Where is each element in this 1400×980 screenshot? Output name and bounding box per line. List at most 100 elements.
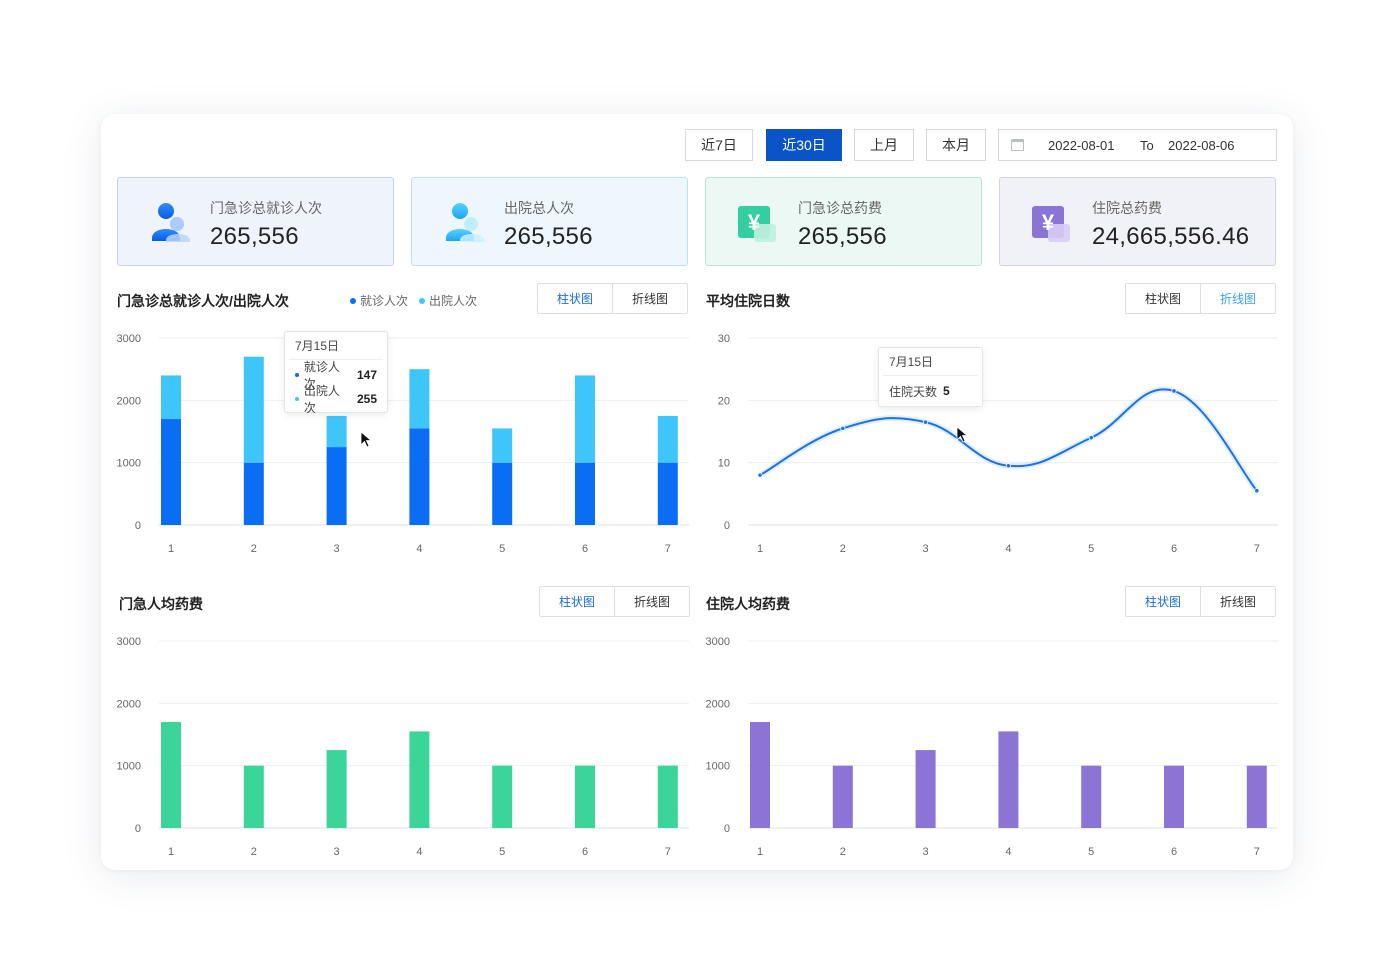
bar-discharges xyxy=(161,375,181,420)
bar-chart-tab[interactable]: 柱状图 xyxy=(1126,587,1201,616)
data-point xyxy=(1005,463,1011,469)
x-tick-label: 6 xyxy=(582,846,588,858)
bar-visits xyxy=(492,462,513,525)
calendar-icon xyxy=(1011,139,1024,151)
bar xyxy=(575,765,595,828)
tooltip-row-stay: 住院天数 5 xyxy=(889,384,950,399)
x-tick-label: 3 xyxy=(923,543,929,555)
legend-visits[interactable]: 就诊人次 xyxy=(350,292,408,309)
stat-outpatient-drug-cost: ¥ 门急诊总药费 265,556 xyxy=(705,177,982,266)
bar xyxy=(832,765,853,828)
bar-chart-tab[interactable]: 柱状图 xyxy=(1126,284,1201,313)
line-chart-tab[interactable]: 折线图 xyxy=(1219,595,1256,609)
visits-chart-title: 门急诊总就诊人次/出院人次 xyxy=(117,293,289,309)
stat-label: 门急诊总就诊人次 xyxy=(210,200,322,216)
x-tick-label: 6 xyxy=(1171,543,1177,555)
bar-chart-tab[interactable]: 柱状图 xyxy=(538,284,613,313)
stat-value: 265,556 xyxy=(798,223,887,250)
bar xyxy=(657,765,678,828)
svg-text:¥: ¥ xyxy=(748,210,761,235)
bar xyxy=(243,765,264,828)
range-last-month-button[interactable]: 上月 xyxy=(854,129,914,161)
bar xyxy=(915,750,936,828)
inpatient-cost-title: 住院人均药费 xyxy=(706,596,790,612)
data-point xyxy=(757,472,763,478)
data-point xyxy=(923,419,929,425)
range-7-days-button[interactable]: 近7日 xyxy=(685,129,753,161)
bar-visits xyxy=(575,462,595,525)
y-tick-label: 1000 xyxy=(117,458,141,470)
dashboard-card: 近7日 近30日 上月 本月 2022-08-01 To 2022-08-06 … xyxy=(101,114,1293,870)
svg-text:¥: ¥ xyxy=(1042,210,1055,235)
bar xyxy=(1081,765,1102,828)
bar-discharges xyxy=(409,369,430,429)
date-end[interactable]: 2022-08-06 xyxy=(1168,137,1235,153)
bar-visits xyxy=(326,447,347,525)
y-tick-label: 3000 xyxy=(117,636,141,648)
y-tick-label: 2000 xyxy=(706,698,730,710)
bar-discharges xyxy=(326,415,347,448)
line-chart-tab[interactable]: 折线图 xyxy=(1219,292,1256,306)
stat-value: 265,556 xyxy=(210,223,299,250)
y-tick-label: 0 xyxy=(724,520,730,532)
stay-chart-title: 平均住院日数 xyxy=(706,293,790,309)
tooltip-date: 7月15日 xyxy=(883,348,978,376)
bar-chart-tab[interactable]: 柱状图 xyxy=(540,587,615,616)
x-tick-label: 4 xyxy=(416,846,422,858)
bar xyxy=(750,722,770,828)
person-icon xyxy=(446,203,484,242)
y-tick-label: 30 xyxy=(718,333,730,345)
outpatient-cost-title: 门急人均药费 xyxy=(119,596,203,612)
bar-visits xyxy=(657,462,678,525)
yuan-icon: ¥ xyxy=(1032,206,1070,242)
tooltip-row-discharges: 出院人次 255 xyxy=(285,384,387,415)
stay-line-chart: 0 10 20 30 1 2 3 4 5 6 7 xyxy=(718,333,1278,555)
outpatient-cost-type-toggle: 柱状图 折线图 xyxy=(539,586,690,617)
yuan-icon: ¥ xyxy=(738,206,776,242)
x-tick-label: 2 xyxy=(840,846,846,858)
bar xyxy=(161,722,181,828)
y-tick-label: 2000 xyxy=(117,395,141,407)
date-start[interactable]: 2022-08-01 xyxy=(1048,137,1115,153)
x-tick-label: 7 xyxy=(665,543,671,555)
range-this-month-button[interactable]: 本月 xyxy=(926,129,986,161)
x-tick-label: 7 xyxy=(1254,543,1260,555)
x-tick-label: 2 xyxy=(251,846,257,858)
x-tick-label: 6 xyxy=(1171,846,1177,858)
x-tick-label: 7 xyxy=(1254,846,1260,858)
range-30-days-button[interactable]: 近30日 xyxy=(766,129,842,161)
x-tick-label: 1 xyxy=(757,846,763,858)
y-tick-label: 2000 xyxy=(117,698,141,710)
visits-bar-chart: 0 1000 2000 3000 1 2 3 4 5 6 7 xyxy=(117,333,689,555)
x-tick-label: 2 xyxy=(251,543,257,555)
data-point xyxy=(1254,488,1260,494)
y-tick-label: 10 xyxy=(718,458,730,470)
stat-value: 265,556 xyxy=(504,223,593,250)
stat-outpatient-visits: 门急诊总就诊人次 265,556 xyxy=(117,177,394,266)
bar-visits xyxy=(243,462,264,525)
x-tick-label: 5 xyxy=(1088,846,1094,858)
stay-tooltip: 7月15日 住院天数 5 xyxy=(878,347,983,407)
bar-visits xyxy=(409,428,430,525)
x-tick-label: 7 xyxy=(665,846,671,858)
x-tick-label: 5 xyxy=(499,846,505,858)
line-chart-tab[interactable]: 折线图 xyxy=(631,292,668,306)
x-tick-label: 3 xyxy=(923,846,929,858)
legend-discharges[interactable]: 出院人次 xyxy=(419,292,477,309)
y-tick-label: 0 xyxy=(135,823,141,835)
person-icon xyxy=(152,203,190,242)
y-tick-label: 0 xyxy=(724,823,730,835)
bar xyxy=(998,731,1019,828)
mouse-cursor-icon xyxy=(360,431,373,448)
inpatient-cost-type-toggle: 柱状图 折线图 xyxy=(1125,586,1276,617)
stat-label: 住院总药费 xyxy=(1092,200,1162,216)
stat-inpatient-drug-cost: ¥ 住院总药费 24,665,556.46 xyxy=(999,177,1276,266)
x-tick-label: 1 xyxy=(168,846,174,858)
visits-tooltip: 7月15日 就诊人次 147 出院人次 255 xyxy=(284,331,388,415)
line-chart-tab[interactable]: 折线图 xyxy=(633,595,670,609)
data-point xyxy=(1171,388,1177,394)
bar-discharges xyxy=(492,428,513,463)
date-range-picker[interactable]: 2022-08-01 To 2022-08-06 xyxy=(998,129,1277,161)
stat-label: 门急诊总药费 xyxy=(798,200,882,216)
stat-value: 24,665,556.46 xyxy=(1092,223,1250,250)
